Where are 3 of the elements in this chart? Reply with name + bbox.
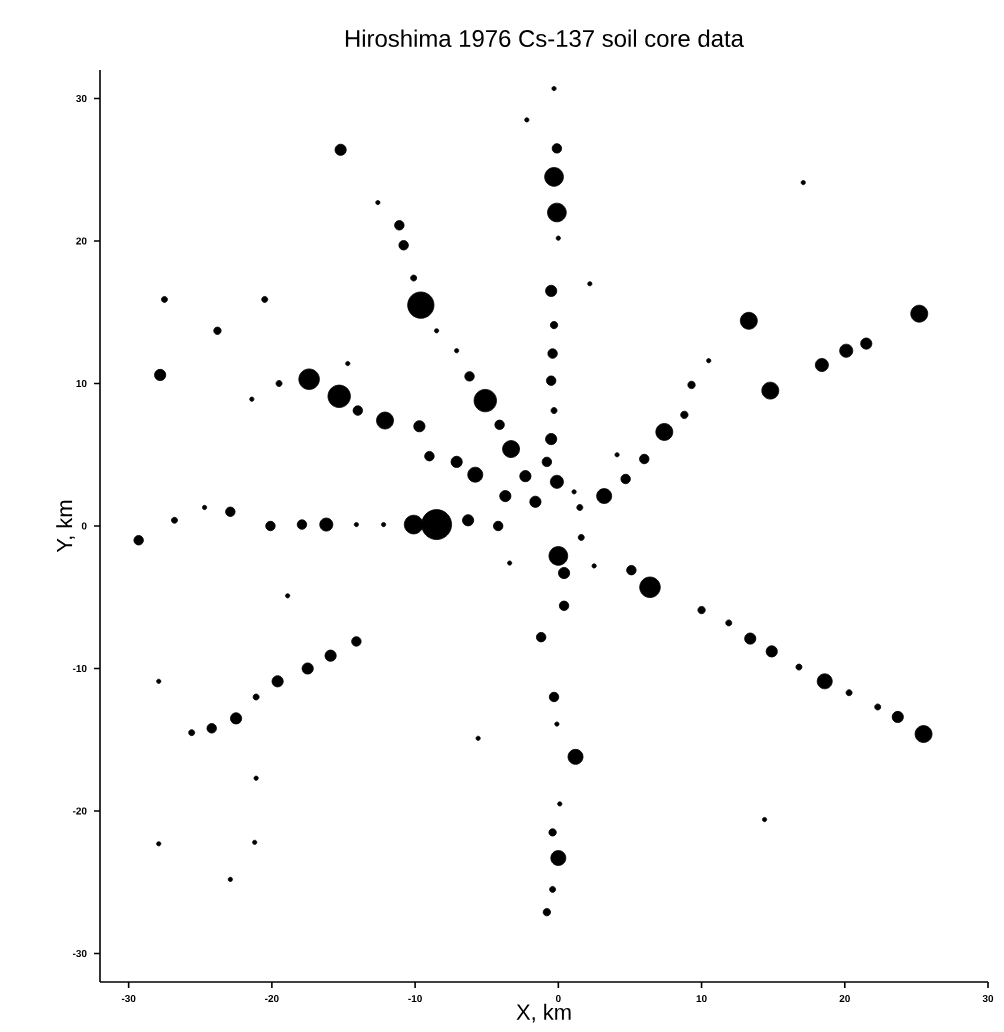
- chart-title: Hiroshima 1976 Cs-137 soil core data: [345, 29, 744, 47]
- y-axis-title: Y, km: [56, 500, 75, 553]
- x-axis-title: X, km: [516, 1003, 571, 1023]
